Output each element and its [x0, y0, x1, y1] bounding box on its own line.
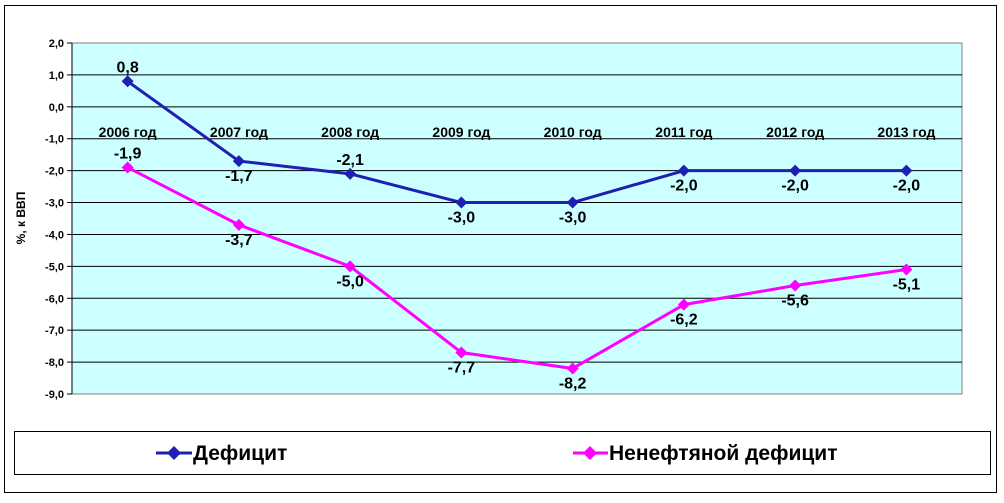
- y-tick-label: 1,0: [49, 70, 64, 82]
- series-2: -1,9 -3,7 -5,0 -7,7 -8,2 -6,2 -5,6 -5,1: [114, 145, 920, 392]
- legend-diamond-icon: [583, 446, 597, 460]
- y-tick-label: -4,0: [45, 229, 64, 241]
- series-layer: 0,8-1,7-2,1-3,0 -3,0-2,0 -2,0 -2,0-1,9-3,7-…: [114, 59, 920, 392]
- x-tick-label: 2013 год: [877, 124, 935, 140]
- series-1: 0,8 -1,7 -2,1 -3,0 -3,0 -2,0 -2,0 -2,0: [117, 59, 921, 226]
- y-tick-label: 0,0: [49, 102, 64, 114]
- y-tick-label: -7,0: [45, 325, 64, 337]
- data-label: -1,7: [225, 168, 253, 185]
- data-point-marker: [677, 298, 690, 311]
- data-label: -2,1: [336, 152, 364, 169]
- y-tick-label: -5,0: [45, 261, 64, 273]
- data-point-marker: [900, 263, 913, 276]
- x-tick-label: 2010 год: [544, 124, 602, 140]
- legend-label-series-1: Дефицит: [193, 442, 287, 465]
- data-label: -2,0: [781, 178, 809, 195]
- x-tick-label: 2008 год: [321, 124, 379, 140]
- data-point-marker: [232, 155, 245, 168]
- legend-item-series-1: Дефицит: [156, 442, 287, 465]
- data-label: -3,0: [448, 210, 476, 227]
- x-tick-label: 2011 год: [655, 124, 712, 140]
- data-point-marker: [121, 161, 134, 174]
- data-label: -7,7: [448, 360, 476, 377]
- legend-item-series-2: Ненефтяной дефицит: [573, 442, 838, 465]
- data-point-marker: [566, 362, 579, 375]
- data-point-marker: [455, 346, 468, 359]
- data-point-marker: [455, 196, 468, 209]
- data-label: 0,8: [117, 59, 139, 76]
- x-tick-label: 2006 год: [99, 124, 157, 140]
- y-tick-label: -9,0: [45, 389, 64, 401]
- data-point-marker: [121, 75, 134, 88]
- data-label: -2,0: [893, 178, 921, 195]
- plot-area: [71, 42, 963, 395]
- x-tick-label: 2009 год: [432, 124, 490, 140]
- data-point-marker: [566, 196, 579, 209]
- y-tick-label: -8,0: [45, 357, 64, 369]
- legend-label-series-2: Ненефтяной дефицит: [609, 442, 838, 465]
- y-tick-label: -1,0: [45, 134, 64, 146]
- series-line: [126, 166, 907, 370]
- data-label: -1,9: [114, 145, 142, 162]
- data-point-marker: [344, 167, 357, 180]
- x-tick-label: 2012 год: [766, 124, 824, 140]
- legend-box: [14, 431, 991, 475]
- data-label: -2,0: [670, 178, 698, 195]
- data-label: -8,2: [559, 375, 587, 392]
- y-tick-label: -2,0: [45, 166, 64, 178]
- y-axis-ticks: 2,0 1,0 0,0 -1,0 -2,0 -3,0 -4,0 -5,0 -6,0 -7,0 -8,…: [45, 38, 64, 401]
- x-tick-label: 2007 год: [210, 124, 268, 140]
- data-point-marker: [789, 279, 802, 292]
- data-point-marker: [232, 218, 245, 231]
- data-label: -5,6: [781, 293, 809, 310]
- data-point-marker: [677, 164, 690, 177]
- data-label: -5,0: [336, 273, 364, 290]
- x-axis-labels: 2006 год 2007 год 2008 год 2009 год 2010 год…: [99, 124, 936, 140]
- data-point-marker: [900, 164, 913, 177]
- series-line: [126, 80, 907, 205]
- data-label: -3,0: [559, 210, 587, 227]
- legend-diamond-icon: [167, 446, 181, 460]
- data-label: -6,2: [670, 312, 698, 329]
- y-tick-label: 2,0: [49, 38, 64, 50]
- data-point-marker: [344, 260, 357, 273]
- data-label: -5,1: [893, 277, 921, 294]
- data-label: -3,7: [225, 232, 253, 249]
- data-point-marker: [789, 164, 802, 177]
- y-tick-label: -6,0: [45, 293, 64, 305]
- y-axis-label: %, к ВВП: [14, 192, 28, 245]
- y-tick-label: -3,0: [45, 198, 64, 210]
